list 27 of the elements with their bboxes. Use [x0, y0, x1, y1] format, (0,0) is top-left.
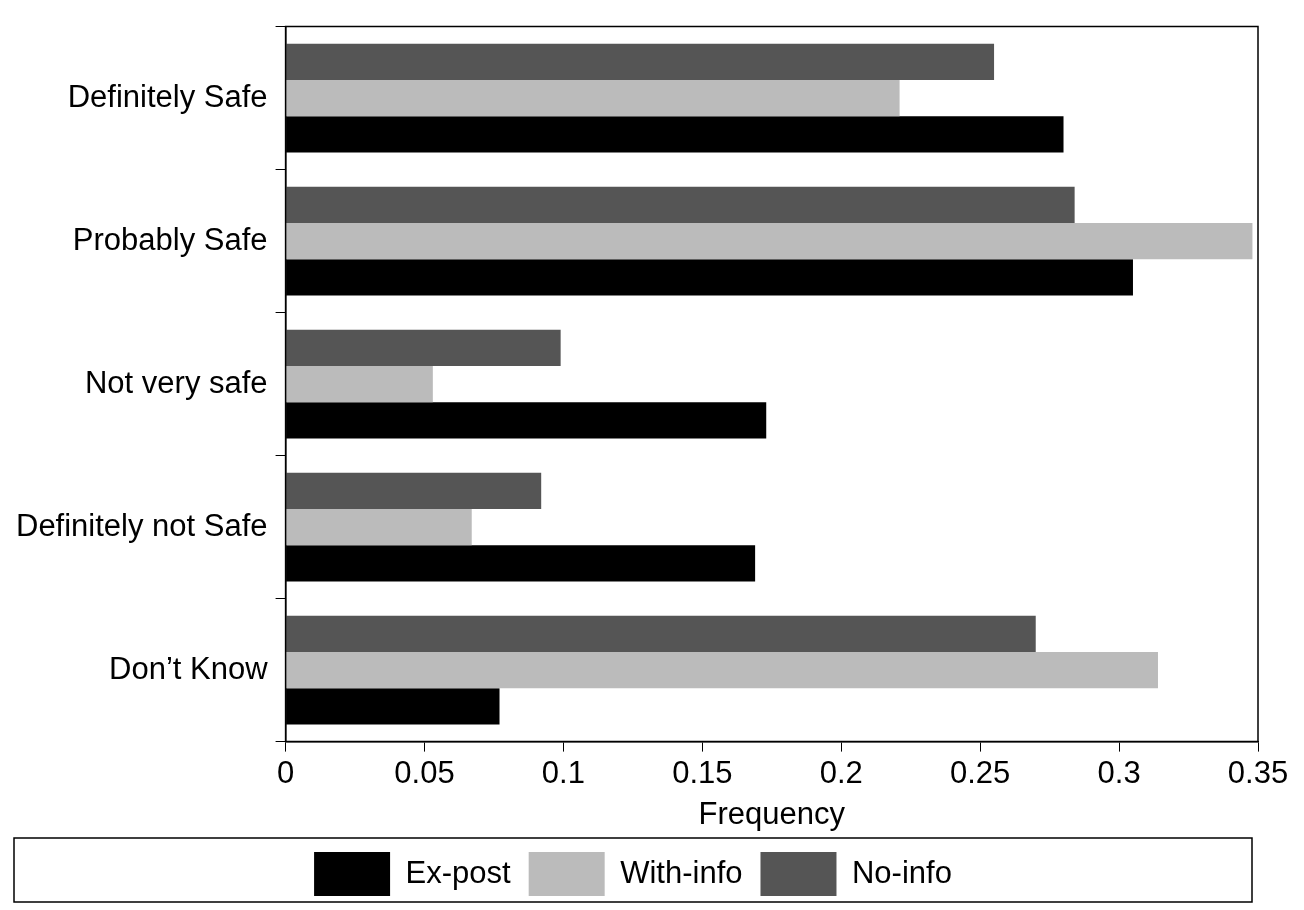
y-tick-label: Definitely not Safe: [15, 507, 268, 543]
legend-label: Ex-post: [405, 854, 512, 890]
y-tick-label: Definitely Safe: [67, 78, 268, 114]
legend-label: With-info: [620, 854, 743, 890]
bar: [286, 79, 900, 117]
bar: [286, 329, 561, 366]
x-tick-label: 0.25: [950, 754, 1011, 790]
x-tick-label: 0.1: [541, 754, 585, 790]
bar: [286, 43, 995, 80]
legend-label: No-info: [851, 854, 952, 890]
bar: [286, 651, 1158, 689]
x-tick-label: 0.15: [672, 754, 733, 790]
x-axis-title: Frequency: [698, 795, 846, 831]
bar: [286, 615, 1036, 652]
y-tick-label: Not very safe: [84, 364, 268, 400]
y-tick-label: Don’t Know: [109, 650, 269, 686]
bar: [286, 222, 1253, 260]
x-tick-label: 0.2: [819, 754, 863, 790]
y-tick-label: Probably Safe: [72, 221, 268, 257]
bar: [286, 472, 542, 509]
bar: [286, 186, 1075, 223]
x-tick-label: 0.35: [1227, 754, 1289, 790]
x-tick-label: 0.3: [1097, 754, 1141, 790]
x-tick-label: 0: [276, 754, 295, 790]
bar: [286, 508, 472, 546]
x-tick-label: 0.05: [394, 754, 455, 790]
bar: [286, 365, 433, 403]
